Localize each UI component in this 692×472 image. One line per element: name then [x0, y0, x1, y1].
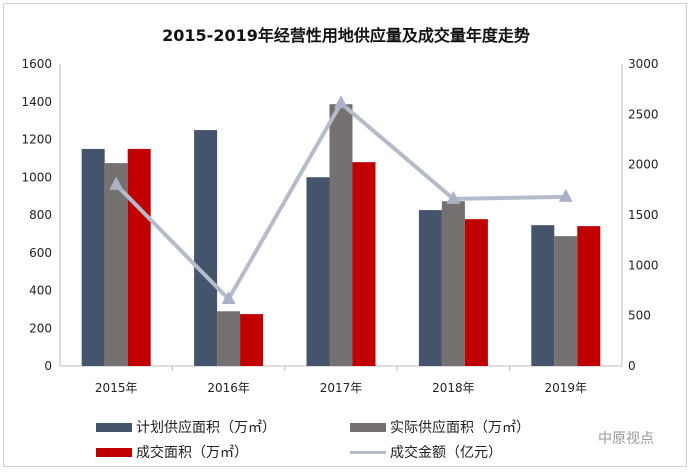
left-tick-label: 0: [44, 359, 52, 373]
legend-label: 成交金额（亿元）: [390, 445, 502, 461]
line-marker: [446, 190, 461, 204]
bar-1: [531, 225, 555, 366]
bar-2: [104, 163, 128, 366]
bar-1: [81, 148, 105, 366]
line-marker: [221, 291, 236, 305]
left-tick-label: 200: [29, 321, 52, 335]
right-tick-label: 1000: [628, 258, 659, 272]
line-marker: [109, 176, 124, 190]
legend-item-actual: 实际供应面积（万㎡）: [350, 417, 530, 437]
bar-2: [217, 311, 241, 366]
legend-item-deal-amount: 成交金额（亿元）: [350, 442, 502, 462]
left-tick-label: 400: [29, 284, 52, 298]
legend-label: 成交面积（万㎡）: [136, 445, 248, 461]
bar-3: [127, 148, 151, 366]
watermark: 中原视点: [598, 431, 654, 447]
bar-1: [418, 210, 442, 366]
left-tick-label: 1200: [21, 133, 52, 147]
left-tick-label: 800: [29, 208, 52, 222]
left-tick-label: 1400: [21, 95, 52, 109]
legend-item-plan: 计划供应面积（万㎡）: [96, 417, 276, 437]
bar-3: [464, 219, 488, 366]
legend-item-deal-area: 成交面积（万㎡）: [96, 442, 248, 462]
chart-title: 2015-2019年经营性用地供应量及成交量年度走势: [162, 26, 530, 45]
bar-2: [441, 201, 465, 366]
x-tick-label: 2018年: [432, 381, 475, 395]
x-tick-label: 2015年: [95, 381, 138, 395]
right-tick-label: 2000: [628, 158, 659, 172]
bar-3: [240, 314, 264, 366]
x-tick-label: 2019年: [545, 381, 588, 395]
right-tick-label: 2500: [628, 107, 659, 121]
left-tick-label: 1600: [21, 57, 52, 71]
right-tick-label: 0: [628, 359, 636, 373]
bar-1: [306, 177, 330, 366]
legend-label: 实际供应面积（万㎡）: [390, 420, 530, 436]
bar-2: [329, 104, 353, 367]
right-tick-label: 3000: [628, 57, 659, 71]
bar-3: [352, 162, 376, 366]
chart-frame: [3, 3, 687, 467]
bar-1: [194, 130, 218, 366]
right-tick-label: 500: [628, 309, 651, 323]
left-tick-label: 1000: [21, 170, 52, 184]
bar-3: [577, 226, 601, 366]
legend-swatch: [350, 422, 386, 432]
legend-swatch: [96, 422, 132, 432]
line-marker: [334, 95, 348, 109]
legend-swatch: [350, 450, 386, 454]
line-marker: [558, 188, 573, 202]
x-tick-label: 2017年: [320, 381, 363, 395]
bar-2: [554, 236, 578, 366]
right-tick-label: 1500: [628, 208, 659, 222]
legend-swatch: [96, 447, 132, 457]
x-tick-label: 2016年: [207, 381, 250, 395]
left-tick-label: 600: [29, 246, 52, 260]
legend-label: 计划供应面积（万㎡）: [136, 420, 276, 436]
